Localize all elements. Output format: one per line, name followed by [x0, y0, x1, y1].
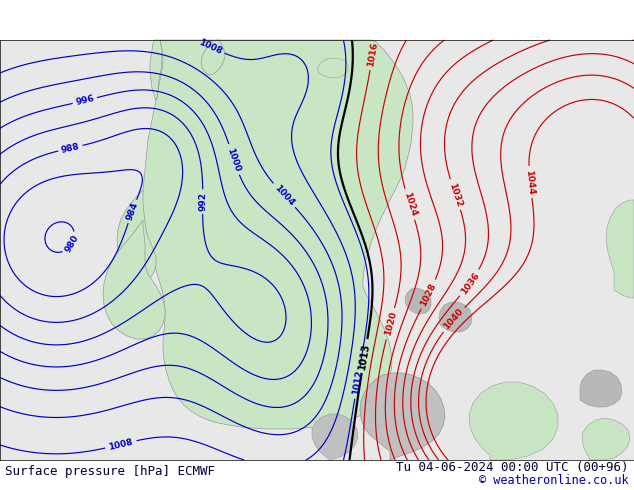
Polygon shape: [117, 190, 156, 280]
Bar: [0, 460, 634, 490]
Bar: [0, 40, 634, 460]
Polygon shape: [469, 382, 558, 460]
Text: 1008: 1008: [108, 437, 134, 452]
Text: 1040: 1040: [442, 307, 465, 332]
Polygon shape: [201, 40, 225, 75]
Polygon shape: [318, 58, 348, 78]
Polygon shape: [142, 40, 413, 429]
Polygon shape: [312, 414, 358, 460]
Text: 984: 984: [125, 201, 140, 222]
Text: 1016: 1016: [366, 41, 379, 67]
Polygon shape: [360, 373, 445, 460]
Polygon shape: [439, 302, 472, 332]
Polygon shape: [582, 418, 630, 460]
Text: 1028: 1028: [419, 281, 438, 307]
Text: 988: 988: [60, 142, 81, 155]
Text: 1000: 1000: [226, 147, 242, 172]
Polygon shape: [103, 220, 165, 339]
Text: 992: 992: [198, 192, 207, 211]
Polygon shape: [606, 200, 634, 298]
Polygon shape: [405, 288, 431, 314]
Polygon shape: [150, 40, 162, 100]
Text: 1044: 1044: [524, 169, 536, 195]
Polygon shape: [580, 370, 622, 407]
Text: 1004: 1004: [273, 183, 296, 208]
Text: Tu 04-06-2024 00:00 UTC (00+96): Tu 04-06-2024 00:00 UTC (00+96): [396, 462, 629, 474]
Text: 1032: 1032: [447, 181, 463, 208]
Text: 1020: 1020: [383, 311, 398, 337]
Text: Surface pressure [hPa] ECMWF: Surface pressure [hPa] ECMWF: [5, 466, 215, 479]
Text: © weatheronline.co.uk: © weatheronline.co.uk: [479, 474, 629, 488]
Text: 1013: 1013: [358, 342, 372, 370]
Text: 1012: 1012: [351, 370, 364, 396]
Text: 1036: 1036: [459, 270, 481, 295]
Text: 1008: 1008: [197, 37, 223, 56]
Text: 1024: 1024: [402, 191, 418, 218]
Text: 996: 996: [75, 94, 95, 107]
Text: 980: 980: [63, 233, 81, 254]
